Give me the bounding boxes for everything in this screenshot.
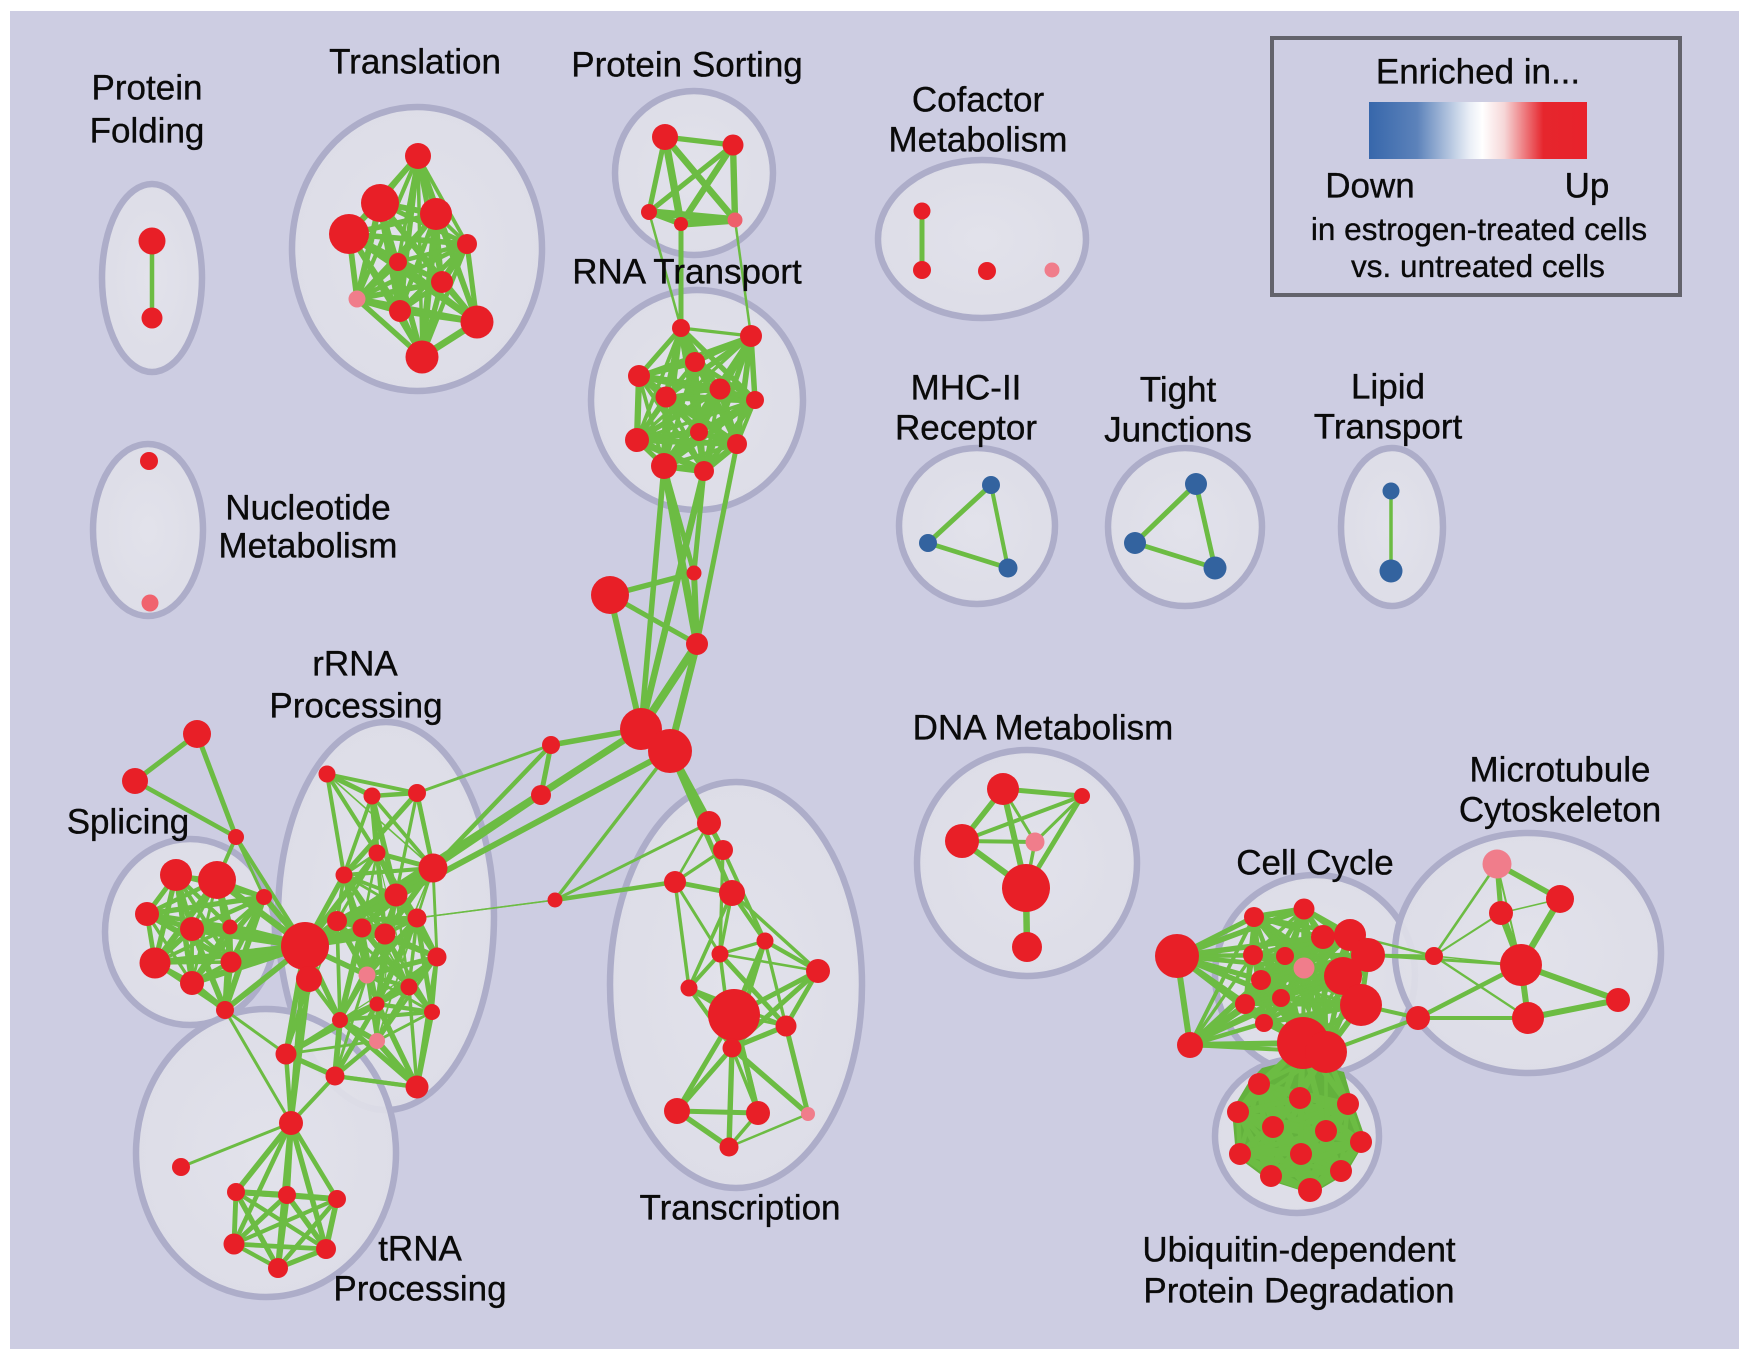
svg-text:Translation: Translation	[329, 43, 501, 82]
svg-text:Cytoskeleton: Cytoskeleton	[1459, 791, 1661, 830]
svg-text:Metabolism: Metabolism	[219, 527, 398, 566]
svg-text:Cofactor: Cofactor	[912, 81, 1045, 120]
svg-text:MHC-II: MHC-II	[911, 369, 1022, 408]
svg-text:rRNA: rRNA	[312, 645, 398, 684]
svg-text:Ubiquitin-dependent: Ubiquitin-dependent	[1142, 1231, 1456, 1270]
svg-text:Processing: Processing	[333, 1270, 506, 1309]
svg-text:Metabolism: Metabolism	[889, 121, 1068, 160]
svg-text:Transcription: Transcription	[640, 1189, 841, 1228]
svg-text:Junctions: Junctions	[1104, 411, 1252, 450]
svg-text:Down: Down	[1325, 167, 1414, 206]
svg-text:Microtubule: Microtubule	[1470, 751, 1651, 790]
svg-text:Tight: Tight	[1140, 371, 1217, 410]
svg-text:Folding: Folding	[90, 112, 205, 151]
svg-text:Enriched in...: Enriched in...	[1376, 53, 1580, 92]
svg-text:tRNA: tRNA	[378, 1230, 462, 1269]
svg-text:Transport: Transport	[1314, 408, 1463, 447]
svg-text:Protein: Protein	[92, 69, 203, 108]
svg-text:RNA Transport: RNA Transport	[572, 253, 802, 292]
svg-text:Nucleotide: Nucleotide	[225, 489, 390, 528]
svg-text:Up: Up	[1565, 167, 1610, 206]
svg-text:in estrogen-treated cells: in estrogen-treated cells	[1311, 211, 1647, 247]
svg-text:Processing: Processing	[269, 687, 442, 726]
svg-text:Protein Sorting: Protein Sorting	[571, 46, 803, 85]
svg-text:Cell Cycle: Cell Cycle	[1236, 844, 1394, 883]
svg-text:vs. untreated cells: vs. untreated cells	[1351, 248, 1605, 284]
svg-text:Protein Degradation: Protein Degradation	[1143, 1272, 1454, 1311]
svg-text:Receptor: Receptor	[895, 409, 1037, 448]
svg-text:Splicing: Splicing	[67, 803, 190, 842]
svg-text:Lipid: Lipid	[1351, 368, 1425, 407]
svg-text:DNA Metabolism: DNA Metabolism	[913, 709, 1174, 748]
